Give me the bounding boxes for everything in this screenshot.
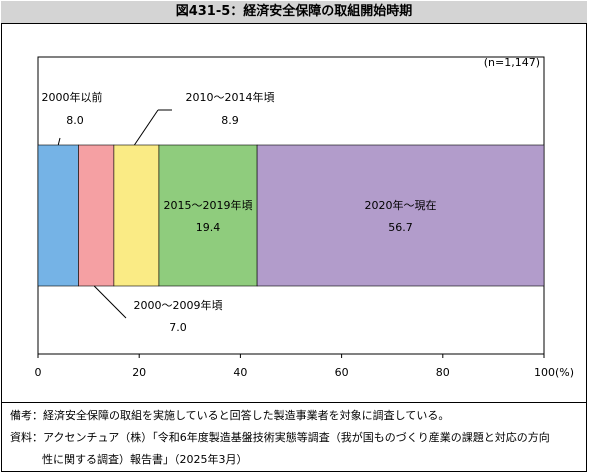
x-tick-label-0: 0 [35, 366, 42, 379]
footer-divider [1, 402, 587, 403]
chart-title: 図431-5：経済安全保障の取組開始時期 [1, 1, 587, 24]
x-tick-label-80: 80 [436, 366, 450, 379]
leader-line-0 [57, 137, 61, 146]
bar-segment-3 [158, 144, 258, 287]
x-tick-label-40: 40 [233, 366, 247, 379]
segment-value-1: 7.0 [169, 321, 187, 334]
x-tick-label-100: 100(%) [534, 366, 574, 379]
segment-label-0: 2000年以前 [42, 90, 103, 104]
segment-label-1: 2000～2009年頃 [134, 298, 223, 312]
bar-segment-0 [37, 144, 79, 287]
note-source: 資料：アクセンチュア（株）「令和6年度製造基盤技術実態等調査（我が国ものづくり産… [10, 431, 550, 444]
segment-value-4: 56.7 [388, 221, 413, 234]
bar-segment-1 [78, 144, 115, 287]
leader-line-2-a [134, 109, 159, 146]
note-remarks: 備考：経済安全保障の取組を実施していると回答した製造事業者を対象に調査している。 [10, 409, 450, 422]
x-tick-label-60: 60 [335, 366, 349, 379]
segment-label-4: 2020年～現在 [365, 198, 437, 212]
segment-value-0: 8.0 [66, 114, 84, 127]
bar-segment-2 [113, 144, 160, 287]
note-source-cont: 性に関する調査）報告書」（2025年3月） [42, 453, 248, 466]
segment-label-2: 2010～2014年頃 [186, 90, 275, 104]
leader-line-1 [93, 285, 127, 319]
segment-value-2: 8.9 [221, 114, 239, 127]
x-tick-label-20: 20 [132, 366, 146, 379]
segment-label-3: 2015～2019年頃 [164, 198, 253, 212]
bar-segment-4 [256, 144, 545, 287]
segment-value-3: 19.4 [196, 221, 221, 234]
sample-size-label: (n=1,147) [484, 56, 540, 69]
